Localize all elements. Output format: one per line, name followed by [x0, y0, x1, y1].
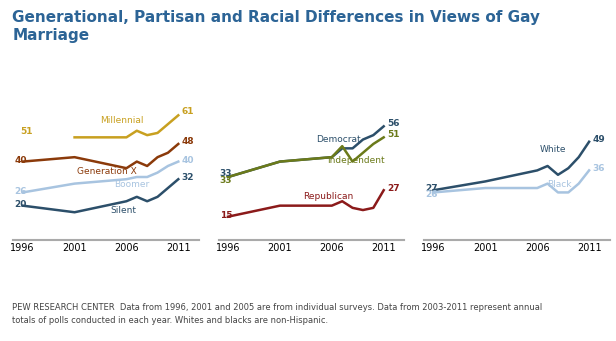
Text: White: White: [539, 145, 566, 154]
Text: 26: 26: [14, 187, 27, 195]
Text: 40: 40: [181, 156, 194, 165]
Text: Boomer: Boomer: [114, 180, 149, 189]
Text: Independent: Independent: [326, 156, 384, 165]
Text: 56: 56: [387, 119, 399, 128]
Text: 40: 40: [14, 156, 27, 165]
Text: Generational, Partisan and Racial Differences in Views of Gay Marriage: Generational, Partisan and Racial Differ…: [12, 10, 540, 43]
Text: 48: 48: [181, 137, 194, 146]
Text: Millennial: Millennial: [100, 116, 144, 125]
Text: 15: 15: [220, 211, 232, 220]
Text: 33: 33: [220, 176, 232, 184]
Text: 26: 26: [425, 190, 438, 199]
Text: Silent: Silent: [111, 206, 137, 216]
Text: PEW RESEARCH CENTER  Data from 1996, 2001 and 2005 are from individual surveys. : PEW RESEARCH CENTER Data from 1996, 2001…: [12, 303, 543, 325]
Text: Democrat: Democrat: [316, 135, 361, 144]
Text: 51: 51: [20, 127, 33, 136]
Text: 27: 27: [387, 184, 399, 193]
Text: 33: 33: [220, 169, 232, 178]
Text: 36: 36: [592, 164, 605, 174]
Text: 32: 32: [181, 173, 194, 182]
Text: Republican: Republican: [303, 192, 353, 201]
Text: Generation X: Generation X: [76, 167, 136, 176]
Text: 27: 27: [425, 184, 438, 193]
Text: 49: 49: [592, 135, 605, 144]
Text: 61: 61: [181, 107, 194, 116]
Text: 51: 51: [387, 130, 399, 139]
Text: Black: Black: [548, 180, 572, 189]
Text: 20: 20: [14, 200, 26, 209]
